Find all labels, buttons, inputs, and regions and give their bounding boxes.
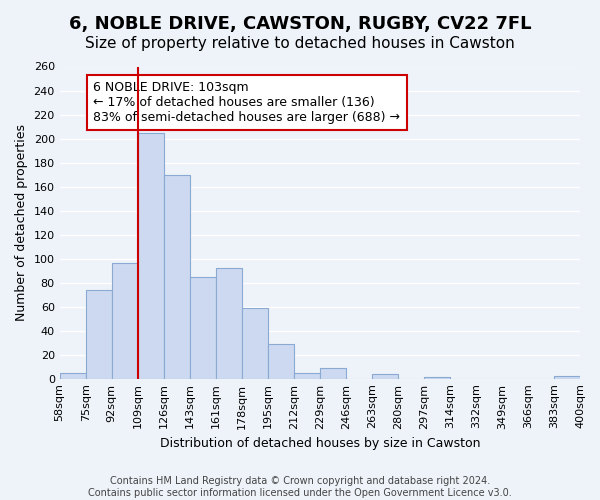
Bar [320, 368, 346, 378]
Bar [164, 174, 190, 378]
Bar [190, 276, 216, 378]
Y-axis label: Number of detached properties: Number of detached properties [15, 124, 28, 321]
Text: Size of property relative to detached houses in Cawston: Size of property relative to detached ho… [85, 36, 515, 51]
Text: Contains HM Land Registry data © Crown copyright and database right 2024.
Contai: Contains HM Land Registry data © Crown c… [88, 476, 512, 498]
Bar [112, 264, 138, 378]
Bar [59, 372, 86, 378]
Bar [554, 376, 580, 378]
Bar [138, 132, 164, 378]
Bar [294, 372, 320, 378]
Text: 6 NOBLE DRIVE: 103sqm
← 17% of detached houses are smaller (136)
83% of semi-det: 6 NOBLE DRIVE: 103sqm ← 17% of detached … [94, 81, 400, 124]
Bar [242, 308, 268, 378]
Bar [268, 344, 294, 378]
Text: 6, NOBLE DRIVE, CAWSTON, RUGBY, CV22 7FL: 6, NOBLE DRIVE, CAWSTON, RUGBY, CV22 7FL [69, 15, 531, 33]
Bar [86, 290, 112, 378]
Bar [372, 374, 398, 378]
Bar [216, 268, 242, 378]
X-axis label: Distribution of detached houses by size in Cawston: Distribution of detached houses by size … [160, 437, 480, 450]
